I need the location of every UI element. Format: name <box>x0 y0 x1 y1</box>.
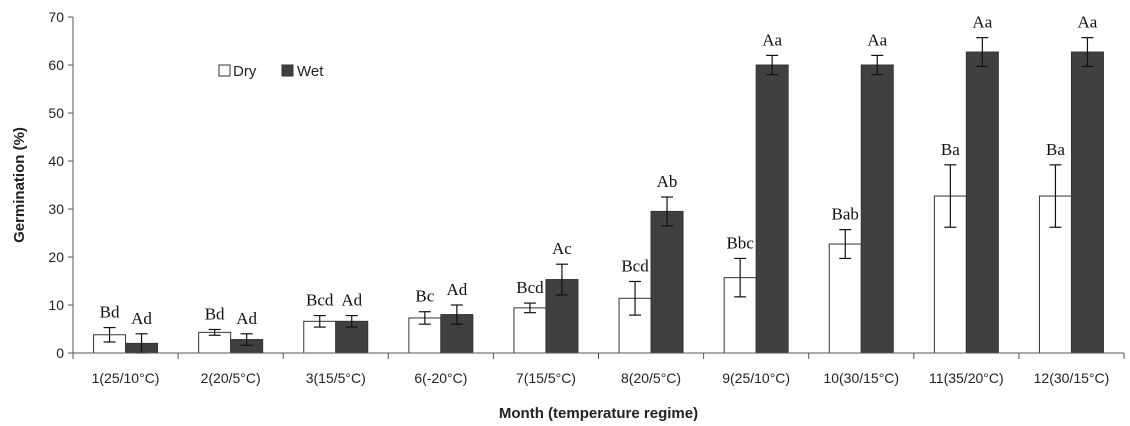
error-bars-group <box>103 37 1094 354</box>
significance-label-dry: Bcd <box>516 278 544 297</box>
significance-label-dry: Ba <box>941 140 960 159</box>
significance-label-wet: Aa <box>972 13 992 32</box>
x-tick-label: 1(25/10°C) <box>92 370 160 386</box>
y-tick-label: 70 <box>48 9 64 25</box>
legend-swatch-dry <box>218 64 231 77</box>
x-tick-label: 7(15/5°C) <box>516 370 576 386</box>
significance-label-wet: Aa <box>1078 13 1098 32</box>
significance-label-dry: Bcd <box>306 291 334 310</box>
significance-label-dry: Bcd <box>621 256 649 275</box>
significance-label-dry: Bc <box>415 287 434 306</box>
legend-label-wet: Wet <box>297 63 324 80</box>
significance-label-wet: Ad <box>341 291 362 310</box>
y-tick-label: 60 <box>48 57 64 73</box>
legend-swatch-wet <box>281 64 294 77</box>
bar-dry <box>513 307 547 354</box>
bar-wet <box>1070 51 1104 354</box>
y-axis-ticks: 0 10 20 30 40 50 60 70 <box>48 9 73 361</box>
bar-wet <box>965 51 999 354</box>
y-tick-label: 30 <box>48 201 64 217</box>
significance-label-dry: Bab <box>832 205 859 224</box>
y-axis-title: Germination (%) <box>11 127 28 243</box>
x-tick-label: 12(30/15°C) <box>1034 370 1110 386</box>
bar-wet <box>755 64 789 354</box>
significance-label-wet: Aa <box>762 30 782 49</box>
y-tick-label: 10 <box>48 297 64 313</box>
significance-label-dry: Bd <box>100 303 120 322</box>
significance-label-dry: Bd <box>205 304 225 323</box>
bar-wet <box>860 64 894 354</box>
x-tick-label: 3(15/5°C) <box>306 370 366 386</box>
x-axis-ticks: 1(25/10°C) 2(20/5°C) 3(15/5°C) 6(-20°C) 7(15… <box>72 353 1125 386</box>
y-tick-label: 40 <box>48 153 64 169</box>
significance-label-wet: Ad <box>131 309 152 328</box>
bar-wet <box>650 210 684 354</box>
significance-labels-group: Bd Bd Bcd Bc Bcd Bcd Bbc Bab Ba Ba Ad Ad Ad Ad Ac Ab Aa A… <box>100 13 1098 328</box>
y-tick-label: 0 <box>56 345 64 361</box>
legend: Dry Wet <box>218 63 324 80</box>
x-tick-label: 6(-20°C) <box>414 370 467 386</box>
legend-label-dry: Dry <box>233 63 257 80</box>
x-tick-label: 9(25/10°C) <box>722 370 790 386</box>
significance-label-dry: Bbc <box>726 233 754 252</box>
significance-label-wet: Ab <box>657 172 678 191</box>
x-tick-label: 2(20/5°C) <box>201 370 261 386</box>
x-tick-label: 11(35/20°C) <box>929 370 1004 386</box>
bar-dry <box>828 243 862 354</box>
y-tick-label: 50 <box>48 105 64 121</box>
significance-label-wet: Ad <box>236 309 257 328</box>
significance-label-dry: Ba <box>1046 140 1065 159</box>
x-tick-label: 8(20/5°C) <box>621 370 681 386</box>
x-axis-title: Month (temperature regime) <box>499 405 698 422</box>
x-tick-label: 10(30/15°C) <box>823 370 899 386</box>
significance-label-wet: Ad <box>446 280 467 299</box>
significance-label-wet: Ac <box>552 239 572 258</box>
y-tick-label: 20 <box>48 249 64 265</box>
significance-label-wet: Aa <box>867 30 887 49</box>
